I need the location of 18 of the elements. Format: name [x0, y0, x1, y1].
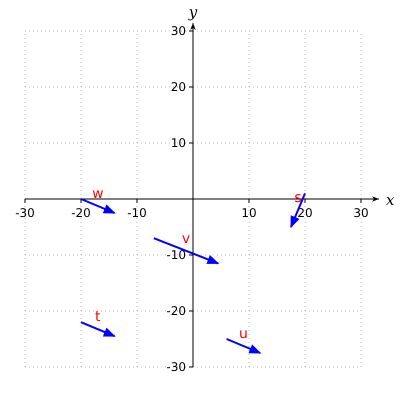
y-tick-label: -10	[166, 248, 186, 262]
x-tick-label: 30	[353, 206, 369, 220]
series-label: u	[238, 326, 248, 342]
y-tick-label: 20	[170, 80, 186, 94]
y-tick-label: -30	[166, 360, 186, 374]
y-tick-label: -20	[166, 304, 186, 318]
x-tick-label: 20	[297, 206, 313, 220]
x-tick-label: 10	[241, 206, 257, 220]
series-label: t	[95, 309, 102, 326]
series-label: v	[182, 230, 190, 247]
y-tick-label: 10	[170, 136, 186, 150]
x-tick-label: -30	[15, 206, 35, 220]
x-tick-label: -10	[127, 206, 147, 220]
x-tick-label: -20	[71, 206, 91, 220]
series-label: w	[92, 186, 104, 202]
y-axis-title: y	[188, 3, 198, 21]
x-axis-title: x	[386, 191, 395, 209]
y-tick-label: 30	[170, 24, 186, 38]
